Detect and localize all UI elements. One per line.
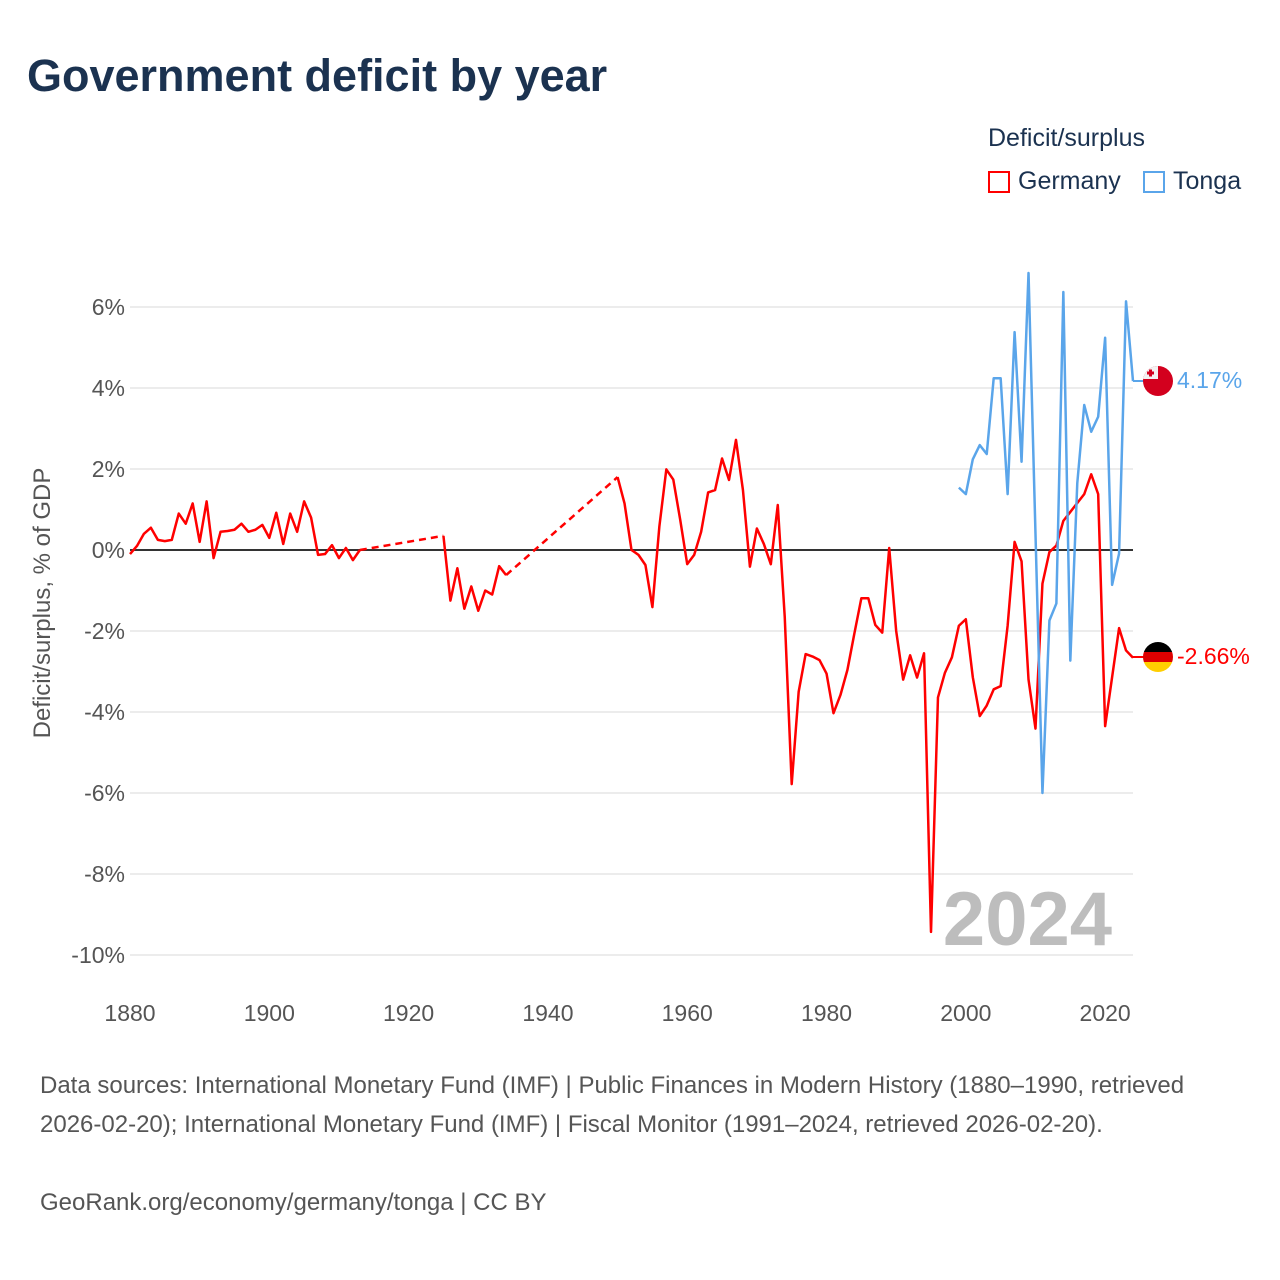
y-tick-label: 6% [92, 294, 125, 320]
tonga-end-label: 4.17% [1177, 367, 1242, 393]
legend-swatch-tonga [1143, 170, 1165, 193]
legend-item-germany[interactable]: Germany [988, 167, 1121, 196]
tonga-line [958, 271, 1135, 795]
tonga-flag-icon [1143, 366, 1173, 396]
germany-line [129, 500, 361, 562]
x-axis-ticks: 1880 1900 1920 1940 1960 1980 2000 2020 [104, 1000, 1130, 1026]
germany-line [442, 535, 508, 612]
series-tonga [958, 271, 1135, 795]
chart-title: Government deficit by year [27, 50, 608, 101]
y-tick-label: -4% [84, 699, 125, 725]
series-group [129, 271, 1135, 934]
legend-swatch-germany [988, 170, 1010, 193]
germany-flag-icon [1143, 642, 1173, 672]
y-tick-label: -6% [84, 780, 125, 806]
credit-link[interactable]: GeoRank.org/economy/germany/tonga | CC B… [40, 1189, 547, 1216]
y-tick-label: 2% [92, 456, 125, 482]
series-germany [129, 438, 1134, 934]
germany-gap-line [359, 534, 444, 552]
y-tick-label: -8% [84, 861, 125, 887]
x-tick-label: 1880 [104, 1000, 155, 1026]
legend-label-tonga: Tonga [1173, 167, 1242, 195]
line-chart: 6% 4% 2% 0% -2% -4% -6% -8% -10% 1880 1900 1920 194… [29, 271, 1250, 1026]
germany-end-label: -2.66% [1177, 643, 1250, 669]
y-tick-label: 4% [92, 375, 125, 401]
legend-item-tonga[interactable]: Tonga [1143, 167, 1241, 196]
x-tick-label: 1920 [383, 1000, 434, 1026]
x-tick-label: 1980 [801, 1000, 852, 1026]
germany-line [616, 438, 1134, 934]
legend-title: Deficit/surplus [988, 124, 1145, 152]
legend-label-germany: Germany [1018, 167, 1121, 195]
data-sources: Data sources: International Monetary Fun… [40, 1072, 1185, 1138]
year-watermark: 2024 [943, 877, 1112, 962]
y-tick-label: 0% [92, 537, 125, 563]
germany-end-marker: -2.66% [1133, 642, 1250, 672]
x-tick-label: 1900 [244, 1000, 295, 1026]
y-tick-label: -2% [84, 618, 125, 644]
germany-gap-line [505, 476, 619, 577]
x-tick-label: 2000 [940, 1000, 991, 1026]
grid [130, 306, 1133, 956]
x-tick-label: 2020 [1080, 1000, 1131, 1026]
x-tick-label: 1940 [522, 1000, 573, 1026]
x-tick-label: 1960 [662, 1000, 713, 1026]
tonga-end-marker: 4.17% [1133, 366, 1242, 396]
y-axis-label: Deficit/surplus, % of GDP [29, 468, 56, 739]
y-axis-ticks: 6% 4% 2% 0% -2% -4% -6% -8% -10% [71, 294, 125, 968]
y-tick-label: -10% [71, 942, 125, 968]
